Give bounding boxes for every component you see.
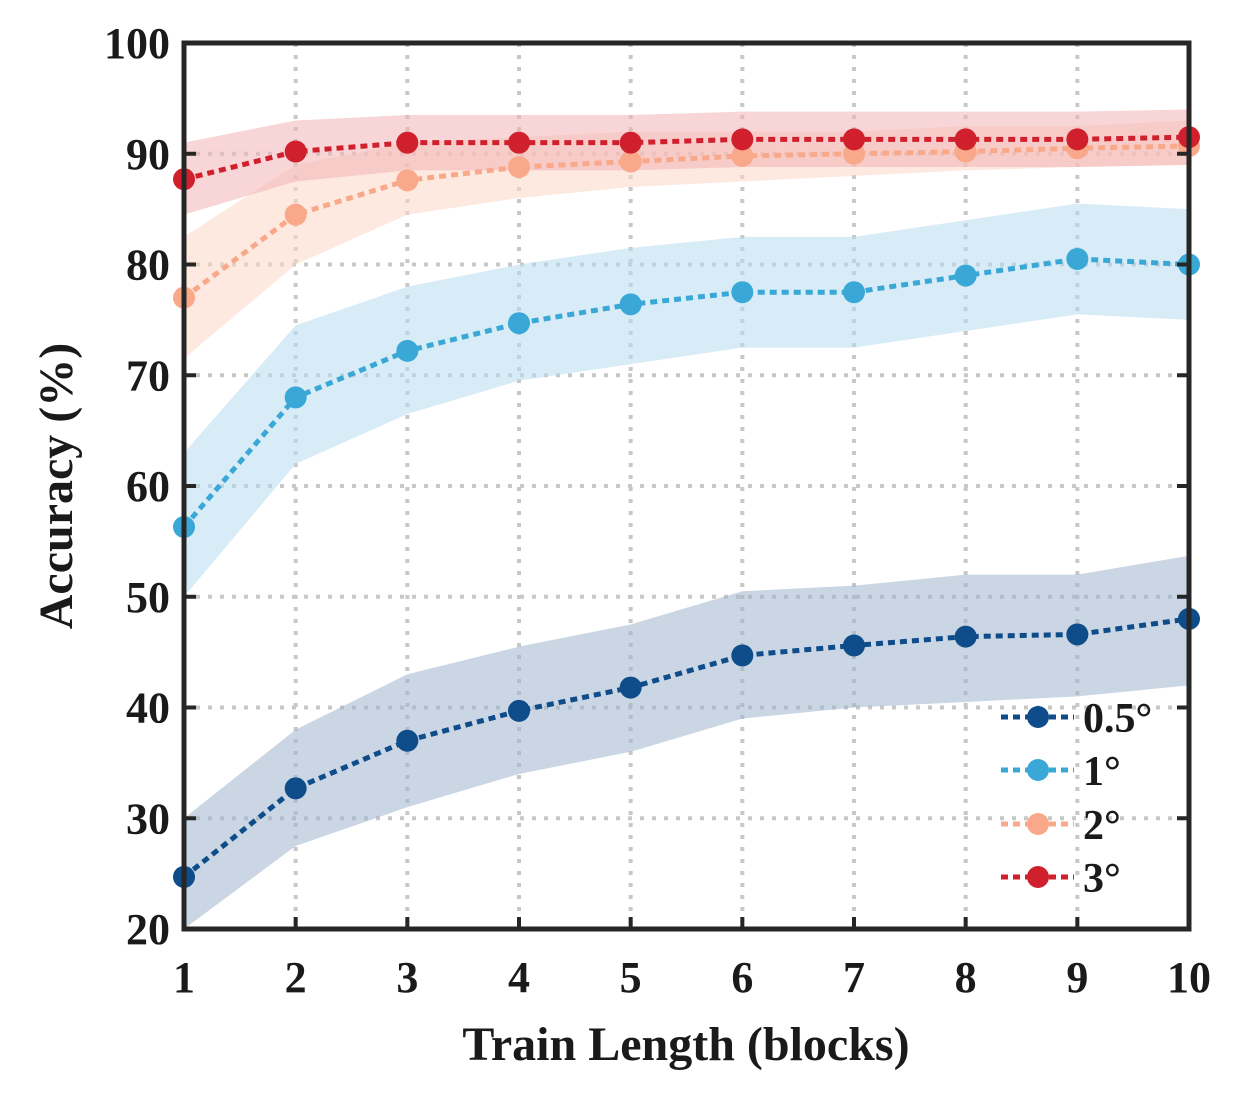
y-tick-label: 30 <box>126 794 170 843</box>
series-markers <box>173 126 1200 888</box>
legend-label-2: 2° <box>1083 803 1121 849</box>
data-point-series-1 <box>731 281 754 304</box>
legend-marker-0 <box>1027 706 1049 728</box>
data-point-series-2 <box>619 150 642 173</box>
axis-ticks <box>182 41 1191 931</box>
x-tick-label: 1 <box>173 953 195 1002</box>
y-tick-label: 100 <box>104 19 170 68</box>
band-series-0 <box>184 555 1189 929</box>
data-point-series-0 <box>1066 623 1089 646</box>
line-series-0 <box>182 616 1190 879</box>
data-point-series-1 <box>508 312 530 335</box>
data-point-series-3 <box>508 131 530 154</box>
x-tick-label: 3 <box>396 953 418 1002</box>
data-point-series-1 <box>396 339 419 362</box>
y-tick-label: 90 <box>126 130 170 179</box>
data-point-series-3 <box>954 128 977 151</box>
x-tick-label: 8 <box>955 953 977 1002</box>
legend: 0.5° 1° 2° 3° <box>1001 696 1152 902</box>
confidence-bands <box>184 109 1189 929</box>
x-tick-label: 5 <box>620 953 642 1002</box>
data-point-series-1 <box>843 281 865 304</box>
data-point-series-0 <box>396 729 419 752</box>
data-point-series-2 <box>396 169 419 192</box>
y-axis-title: Accuracy (%) <box>30 343 83 630</box>
x-tick-label: 4 <box>508 953 530 1002</box>
legend-label-0: 0.5° <box>1083 696 1152 742</box>
data-point-series-0 <box>954 625 977 648</box>
line-series-2 <box>182 143 1190 300</box>
x-tick-label: 6 <box>731 953 753 1002</box>
x-tick-label: 2 <box>285 953 307 1002</box>
data-point-series-3 <box>843 128 865 151</box>
data-point-series-3 <box>619 131 642 154</box>
data-point-series-2 <box>284 203 307 226</box>
x-tick-label: 7 <box>843 953 865 1002</box>
y-tick-label: 50 <box>126 573 170 622</box>
x-tick-label: 9 <box>1066 953 1088 1002</box>
legend-label-1: 1° <box>1083 749 1121 795</box>
legend-marker-1 <box>1027 759 1049 781</box>
data-point-series-0 <box>731 644 754 667</box>
data-point-series-2 <box>731 144 754 167</box>
series-lines <box>182 134 1190 879</box>
data-point-series-1 <box>954 264 977 287</box>
x-axis-title: Train Length (blocks) <box>462 1018 909 1071</box>
line-series-3 <box>183 134 1190 182</box>
data-point-series-3 <box>1066 128 1089 151</box>
x-tick-label: 10 <box>1167 953 1211 1002</box>
data-point-series-0 <box>508 699 530 722</box>
legend-marker-2 <box>1027 813 1049 835</box>
y-tick-label: 20 <box>126 905 170 954</box>
data-point-series-1 <box>284 386 307 409</box>
data-point-series-1 <box>619 293 642 316</box>
data-point-series-3 <box>396 131 419 154</box>
y-tick-label: 40 <box>126 684 170 733</box>
line-series-1 <box>182 256 1190 529</box>
x-tick-labels: 1 2 3 4 5 6 7 8 9 10 <box>173 953 1211 1002</box>
y-tick-labels: 20 30 40 50 60 70 80 90 100 <box>104 19 170 954</box>
legend-label-3: 3° <box>1083 856 1121 902</box>
y-tick-label: 80 <box>126 241 170 290</box>
data-point-series-2 <box>508 156 530 179</box>
y-tick-label: 60 <box>126 462 170 511</box>
y-tick-label: 70 <box>126 351 170 400</box>
data-point-series-0 <box>843 634 865 657</box>
band-series-2 <box>184 120 1189 359</box>
band-series-3 <box>184 109 1189 215</box>
legend-marker-3 <box>1027 866 1049 888</box>
data-point-series-1 <box>1066 247 1089 270</box>
data-point-series-3 <box>731 128 754 151</box>
band-series-1 <box>184 203 1189 597</box>
data-point-series-0 <box>619 676 642 699</box>
data-point-series-0 <box>284 777 307 800</box>
data-point-series-3 <box>284 140 307 163</box>
